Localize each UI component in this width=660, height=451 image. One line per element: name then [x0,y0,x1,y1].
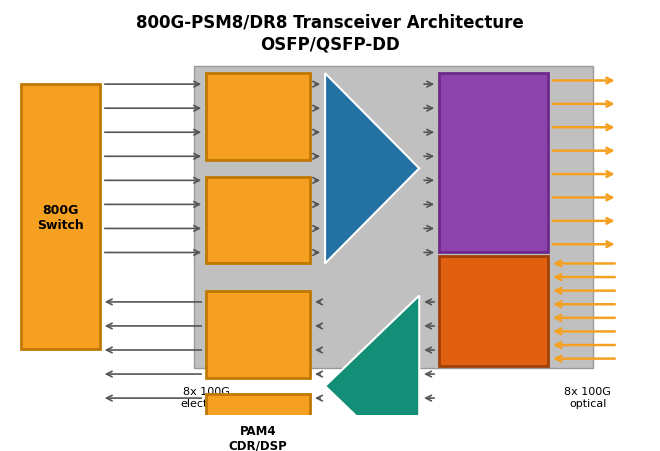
Bar [20,85,100,350]
Text: 8x 100G
optical: 8x 100G optical [564,386,611,408]
Text: OSFP/QSFP-DD: OSFP/QSFP-DD [260,36,400,54]
Polygon shape [325,296,419,451]
Text: 8x 100G
electrical: 8x 100G electrical [180,386,232,408]
Bar [206,291,310,378]
Text: PAM4
CDR/DSP: PAM4 CDR/DSP [229,424,288,451]
Text: PAM4
CDR/DSP: PAM4 CDR/DSP [229,207,288,235]
Bar [439,74,548,252]
Bar [206,177,310,264]
Text: DRIVER
x8: DRIVER x8 [343,158,386,179]
Text: 800G-PSM8/DR8 Transceiver Architecture: 800G-PSM8/DR8 Transceiver Architecture [136,14,524,32]
Text: 800G
Switch: 800G Switch [37,203,84,231]
Text: PAM4
CDR/DSP: PAM4 CDR/DSP [229,103,288,131]
Text: Photo-
Detector
x8: Photo- Detector x8 [463,290,524,333]
Polygon shape [325,74,419,264]
Text: Laser
Modulator
x8: Laser Modulator x8 [458,142,529,184]
Bar [439,257,548,366]
Text: PAM4
CDR/DSP: PAM4 CDR/DSP [229,321,288,349]
Bar [206,395,310,451]
Bar [206,74,310,161]
Text: TIA
x8: TIA x8 [370,375,389,397]
Bar [194,67,593,368]
